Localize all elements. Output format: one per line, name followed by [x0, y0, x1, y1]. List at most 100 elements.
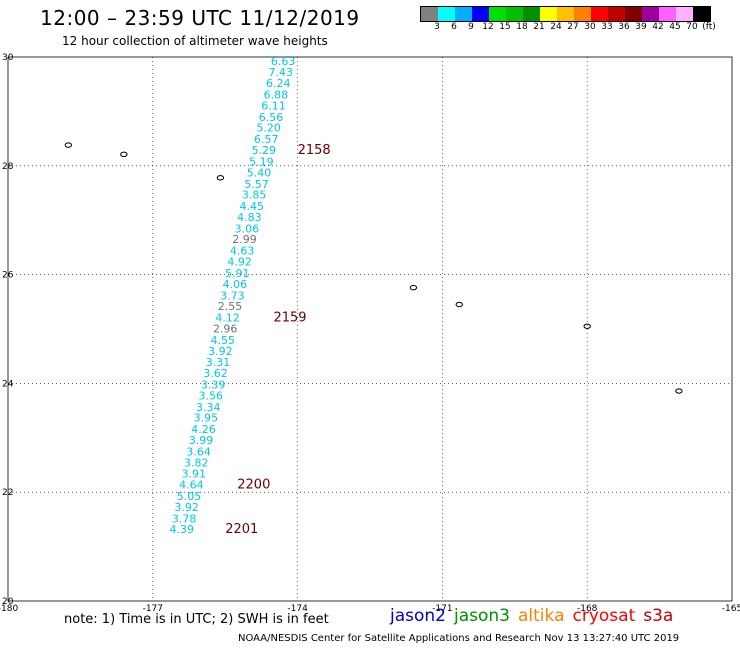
color-swatch — [455, 7, 472, 21]
wave-height-value: 3.34 — [196, 401, 221, 414]
y-tick-label: 30 — [2, 53, 14, 63]
wave-height-value: 3.39 — [201, 378, 226, 391]
mission-label: cryosat — [572, 606, 636, 626]
color-swatch — [523, 7, 540, 21]
color-swatch — [489, 7, 506, 21]
color-scale-tick: 39 — [635, 22, 647, 32]
color-swatch — [676, 7, 693, 21]
utc-time-label: 2200 — [237, 478, 270, 493]
wave-height-value: 5.20 — [256, 122, 281, 135]
footer-note: note: 1) Time is in UTC; 2) SWH is in fe… — [64, 612, 329, 627]
wave-height-value: 3.99 — [189, 434, 214, 447]
utc-time-label: 2201 — [225, 522, 258, 537]
map-subtitle: 12 hour collection of altimeter wave hei… — [62, 34, 328, 48]
mission-legend: jason2 jason3 altika cryosat s3a — [390, 606, 681, 626]
wave-height-value: 4.39 — [170, 523, 195, 536]
x-tick-label: -177 — [143, 604, 163, 614]
color-scale-unit: (ft) — [702, 22, 716, 32]
wave-height-value: 6.57 — [254, 133, 279, 146]
wave-height-value: 5.29 — [252, 144, 277, 157]
color-scale-tick: 30 — [584, 22, 596, 32]
color-scale-tick: 42 — [652, 22, 664, 32]
island-outlines — [64, 142, 683, 394]
y-tick-label: 26 — [2, 271, 14, 281]
wave-height-value: 4.63 — [230, 245, 255, 258]
y-tick-label: 28 — [2, 162, 14, 172]
wave-height-value: 4.06 — [223, 278, 248, 291]
color-scale-tick: 70 — [686, 22, 698, 32]
island-outline — [120, 151, 128, 158]
color-scale-bar — [420, 6, 711, 22]
wave-height-points: 6.637.436.246.886.116.565.206.575.295.19… — [170, 55, 296, 536]
wave-height-value: 5.40 — [247, 166, 272, 179]
wave-height-value: 3.62 — [203, 367, 228, 380]
time-labels: 2158 2159 2200 2201 — [225, 143, 330, 537]
wave-height-value: 5.57 — [244, 178, 269, 191]
wave-height-value: 4.83 — [237, 211, 262, 224]
island-outline — [455, 301, 463, 308]
wave-height-value: 6.88 — [264, 89, 289, 102]
color-scale-tick: 24 — [550, 22, 562, 32]
wave-height-value: 3.82 — [184, 456, 209, 469]
wave-height-value: 4.55 — [211, 334, 236, 347]
color-scale-tick: 21 — [533, 22, 545, 32]
wave-height-value: 4.45 — [239, 200, 264, 213]
wave-height-value: 5.05 — [177, 490, 202, 503]
color-swatch — [438, 7, 455, 21]
color-scale-tick: 15 — [499, 22, 511, 32]
wave-height-value: 3.06 — [235, 222, 260, 235]
color-swatch — [659, 7, 676, 21]
color-swatch — [591, 7, 608, 21]
color-scale-tick: 36 — [618, 22, 630, 32]
color-scale-tick: 45 — [669, 22, 681, 32]
island-outline — [675, 388, 683, 394]
color-swatch — [421, 7, 438, 21]
y-tick-label: 20 — [2, 597, 14, 607]
wave-height-value: 6.24 — [266, 77, 291, 90]
x-tick-label: -165 — [722, 604, 740, 614]
map-title: 12:00 – 23:59 UTC 11/12/2019 — [40, 6, 360, 30]
color-swatch — [506, 7, 523, 21]
color-swatch — [693, 7, 710, 21]
wave-height-value: 3.92 — [208, 345, 233, 358]
y-tick-label: 22 — [2, 488, 13, 498]
mission-label: jason3 — [454, 606, 510, 626]
color-swatch — [608, 7, 625, 21]
wave-height-value: 4.26 — [191, 423, 216, 436]
color-scale-tick: 18 — [516, 22, 528, 32]
color-swatch — [574, 7, 591, 21]
island-outline — [583, 323, 591, 329]
x-tick-label: -174 — [287, 604, 308, 614]
wave-height-value: 6.11 — [261, 99, 286, 112]
color-scale-tick: 6 — [451, 22, 457, 32]
island-outline — [64, 142, 73, 148]
wave-height-value: 6.63 — [271, 55, 296, 68]
color-scale-tick: 12 — [482, 22, 494, 32]
mission-label: altika — [518, 606, 565, 626]
wave-height-value: 3.85 — [242, 189, 267, 202]
wave-height-value: 3.78 — [172, 512, 197, 525]
wave-height-value: 3.95 — [194, 412, 219, 425]
color-swatch — [472, 7, 489, 21]
lat-lon-grid — [8, 57, 732, 601]
color-scale-tick: 33 — [601, 22, 613, 32]
wave-height-value: 3.91 — [182, 468, 207, 481]
wave-height-value: 3.92 — [174, 501, 199, 514]
wave-height-value: 3.31 — [206, 356, 231, 369]
wave-height-value: 2.99 — [232, 233, 257, 246]
island-outline — [409, 284, 418, 291]
color-swatch — [557, 7, 574, 21]
color-swatch — [540, 7, 557, 21]
wave-height-value: 4.12 — [215, 312, 240, 325]
color-swatch — [642, 7, 659, 21]
wave-height-value: 6.56 — [259, 111, 284, 124]
y-tick-label: 24 — [2, 379, 14, 389]
mission-label: jason2 — [390, 606, 446, 626]
mission-label: s3a — [643, 606, 674, 626]
footer-credit: NOAA/NESDIS Center for Satellite Applica… — [238, 633, 680, 644]
wave-height-value: 7.43 — [268, 66, 293, 79]
color-scale-tick: 27 — [567, 22, 579, 32]
x-tick-label: -168 — [577, 604, 598, 614]
wave-height-value: 3.64 — [186, 445, 211, 458]
